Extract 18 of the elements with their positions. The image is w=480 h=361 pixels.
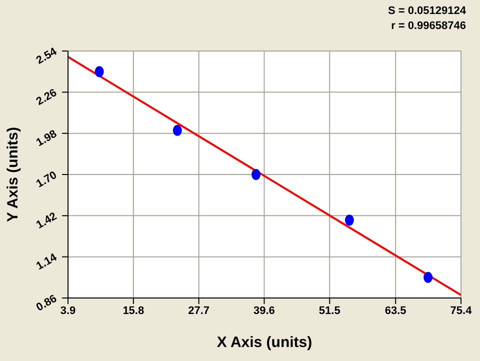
x-axis-title: X Axis (units) [216,334,312,351]
y-axis-title: Y Axis (units) [4,126,22,222]
x-tick-label: 63.5 [384,304,406,317]
x-tick-label: 15.8 [122,304,144,317]
x-tick-label: 3.9 [60,304,76,317]
x-tick-label: 27.7 [188,304,210,317]
text: r = 0.99658746 [390,19,466,34]
y-tick-label: 0.86 [34,292,59,314]
y-tick-label: 2.26 [34,86,59,108]
y-tick-label: 1.70 [34,169,59,190]
y-tick-label: 1.98 [34,128,59,150]
y-tick-label: 1.42 [34,210,59,232]
x-tick-label: 75.4 [450,304,473,317]
y-tick-label: 2.54 [34,45,60,67]
x-tick-label: 39.6 [254,304,275,317]
x-tick-label: 51.5 [318,304,340,317]
text: S = 0.05129124 [388,4,466,19]
y-tick-label: 1.14 [34,251,60,273]
